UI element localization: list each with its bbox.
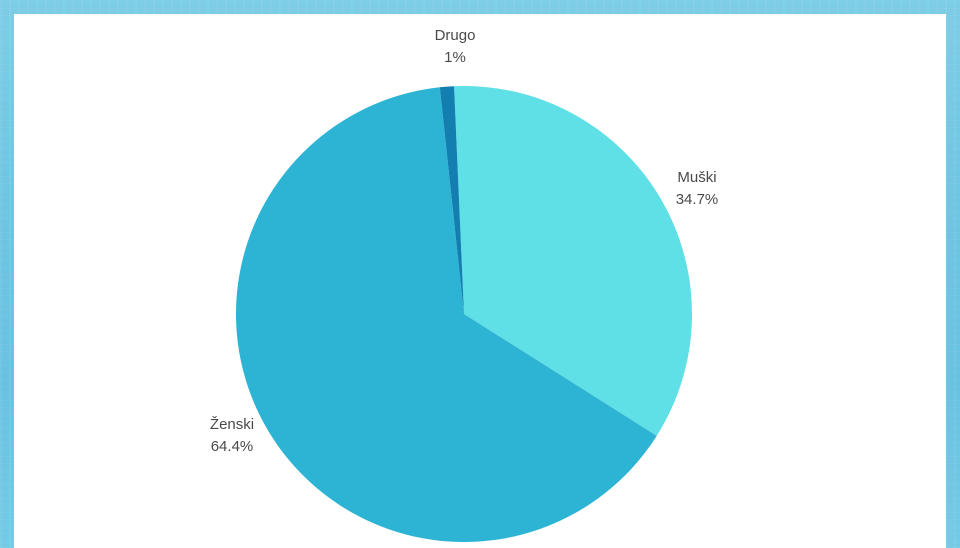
- pie-slices: [236, 86, 693, 543]
- pie-slice-zenski[interactable]: [236, 87, 657, 543]
- slice-value-muski: 34.7%: [676, 191, 719, 208]
- chart-card: Muški 34.7% Ženski 64.4% Drugo 1%: [14, 14, 946, 548]
- pie-slice-drugo[interactable]: [439, 86, 464, 314]
- slice-label-drugo: Drugo: [435, 27, 476, 44]
- slice-label-zenski: Ženski: [210, 416, 254, 433]
- slice-value-zenski: 64.4%: [211, 438, 254, 455]
- slice-label-muski: Muški: [677, 169, 716, 186]
- slice-value-drugo: 1%: [444, 49, 466, 66]
- pie-slice-muski[interactable]: [454, 86, 693, 436]
- pie-chart: Muški 34.7% Ženski 64.4% Drugo 1%: [210, 27, 718, 543]
- pie-labels: Muški 34.7% Ženski 64.4% Drugo 1%: [210, 27, 718, 455]
